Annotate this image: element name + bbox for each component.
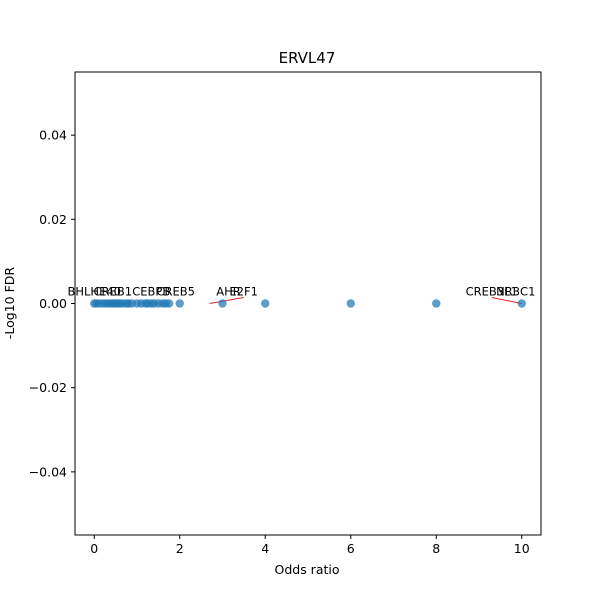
y-tick-label: 0.04 [39, 128, 67, 143]
data-point [164, 299, 174, 308]
x-axis-title: Odds ratio [274, 562, 339, 577]
x-axis: 0 2 4 6 8 10 [90, 535, 530, 556]
points-layer [90, 299, 526, 308]
x-tick-label: 8 [432, 541, 440, 556]
data-point [218, 299, 227, 308]
annotation-label: CREB1 [94, 285, 133, 299]
annotation-connector [491, 297, 522, 304]
data-point [175, 299, 184, 308]
annotation-label: CEBPB [132, 285, 170, 299]
annotation-label: CREB3L1 [466, 285, 518, 299]
annotation-label: BHLHE40 [67, 285, 121, 299]
y-axis-title: -Log10 FDR [2, 267, 17, 340]
y-tick-label: −0.02 [29, 380, 67, 395]
data-point [346, 299, 355, 308]
annotation-label: E2F1 [229, 285, 258, 299]
x-tick-label: 4 [261, 541, 269, 556]
data-point [261, 299, 270, 308]
annotation-layer [209, 297, 522, 304]
annotation-label: NR3C1 [496, 285, 535, 299]
annotation-label: CREB5 [156, 285, 195, 299]
x-tick-label: 2 [176, 541, 184, 556]
x-tick-label: 6 [347, 541, 355, 556]
annotation-connector [209, 297, 244, 304]
y-tick-label: 0.00 [39, 296, 67, 311]
chart-title: ERVL47 [279, 49, 336, 67]
y-axis: −0.04 −0.02 0.00 0.02 0.04 [29, 128, 75, 479]
y-tick-label: −0.04 [29, 464, 67, 479]
annotation-label: AHR [216, 285, 241, 299]
x-tick-label: 0 [90, 541, 98, 556]
data-point [517, 299, 526, 308]
x-tick-label: 10 [514, 541, 530, 556]
y-tick-label: 0.02 [39, 212, 67, 227]
data-point [432, 299, 441, 308]
